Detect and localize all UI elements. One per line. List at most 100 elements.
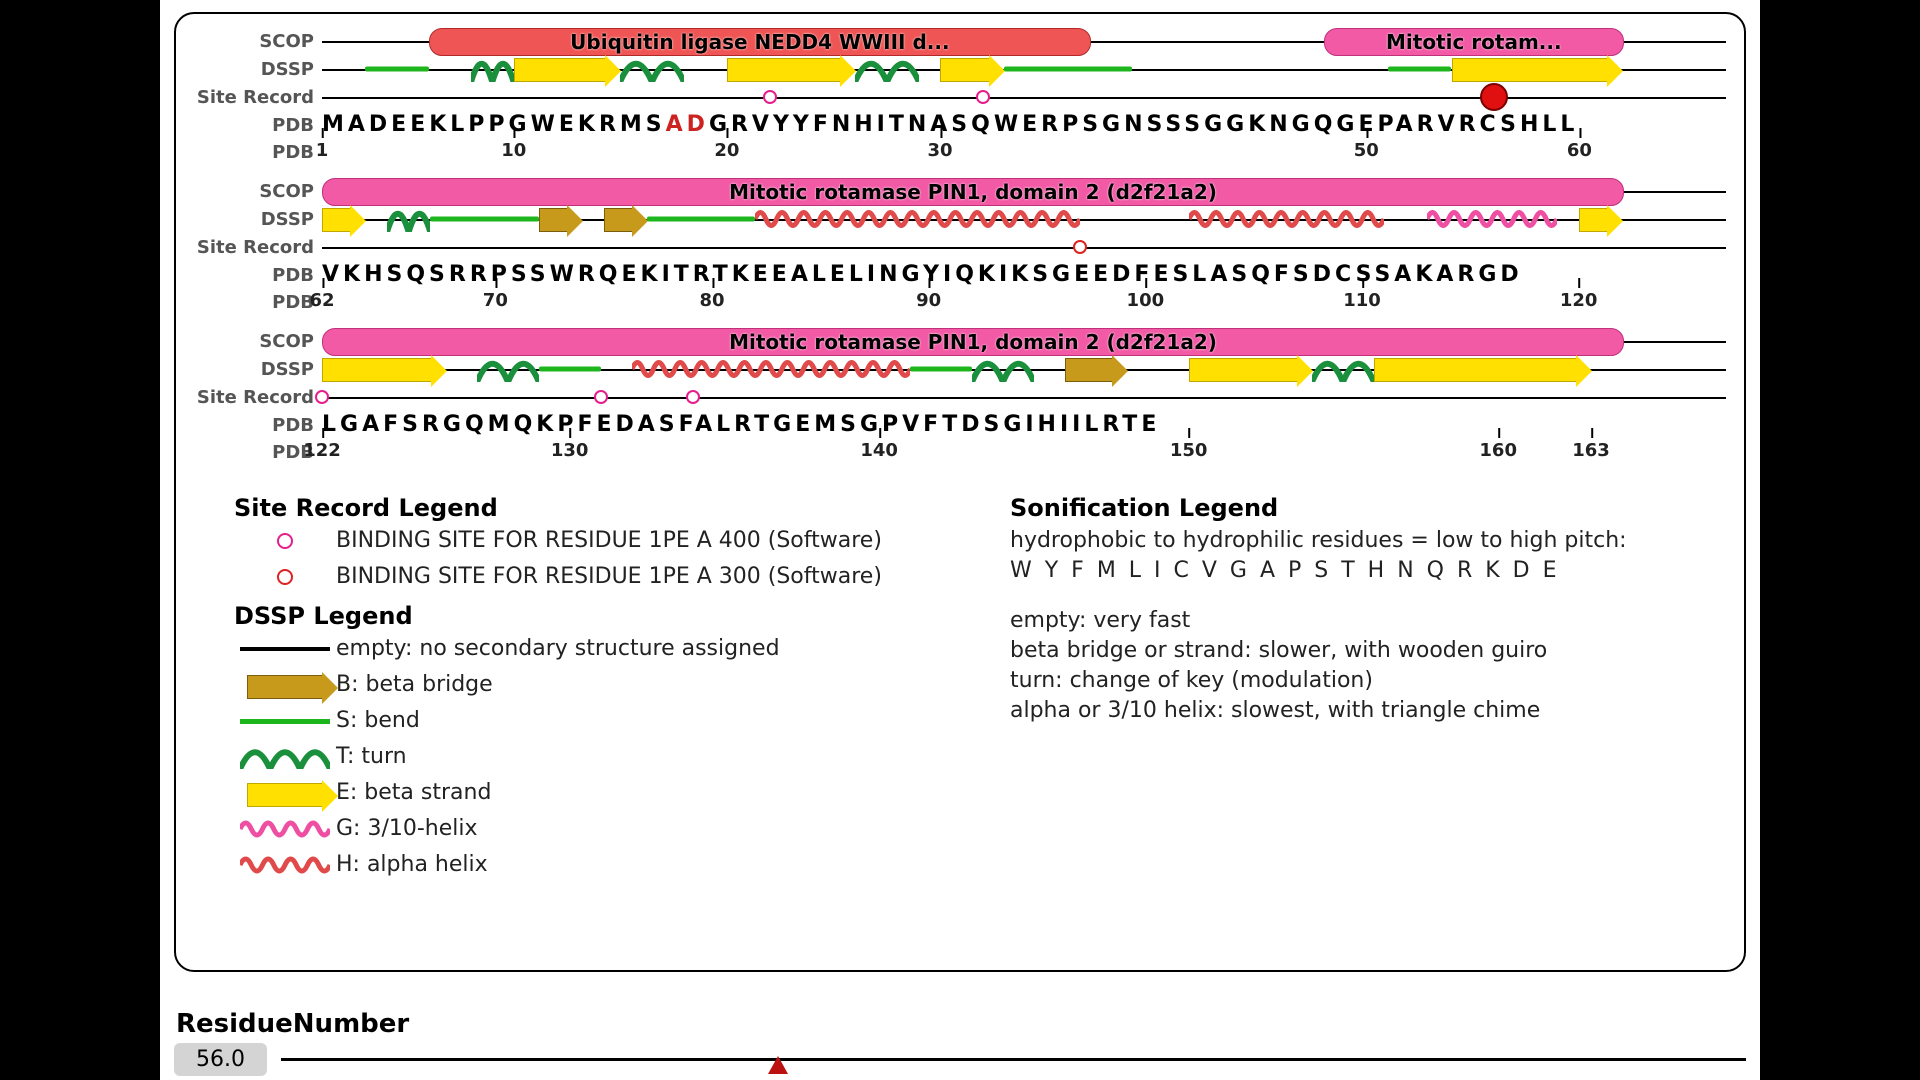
feature-panel: SCOP Ubiquitin ligase NEDD4 WWIII d... Mit…	[174, 12, 1746, 972]
dssp-legend-item: S: bend	[234, 706, 950, 736]
scop-domain-bar[interactable]: Mitotic rotamase PIN1, domain 2 (d2f21a2…	[322, 178, 1624, 206]
residue-tick: 160	[1479, 440, 1517, 461]
dssp-segment-E	[1189, 358, 1299, 382]
dssp-segment-T	[477, 356, 539, 382]
dssp-segment-T	[855, 56, 919, 82]
dssp-legend-title: DSSP Legend	[234, 602, 950, 630]
legend-area: Site Record Legend BINDING SITE FOR RESI…	[194, 494, 1726, 886]
sonification-line: empty: very fast	[1010, 606, 1726, 636]
dssp-segment-E	[514, 58, 607, 82]
sonification-legend-title: Sonification Legend	[1010, 494, 1726, 522]
dssp-segment-H	[632, 356, 911, 382]
playback-cursor[interactable]	[1480, 83, 1508, 111]
site-marker[interactable]	[594, 390, 608, 404]
site-marker[interactable]	[686, 390, 700, 404]
dssp-segment-T	[972, 356, 1034, 382]
residue-tick: 1	[316, 140, 329, 161]
dssp-label: DSSP	[194, 359, 322, 380]
dssp-segment-E	[322, 358, 432, 382]
dssp-segment-E	[1374, 358, 1577, 382]
dssp-segment-B	[539, 208, 568, 232]
dssp-segment-B	[1065, 358, 1113, 382]
scop-domain-bar[interactable]: Ubiquitin ligase NEDD4 WWIII d...	[429, 28, 1092, 56]
left-legend-col: Site Record Legend BINDING SITE FOR RESI…	[234, 494, 950, 886]
dssp-segment-S	[1004, 67, 1132, 72]
sequence-block: SCOPMitotic rotamase PIN1, domain 2 (d2f…	[194, 328, 1726, 464]
residue-tick: 30	[928, 140, 953, 161]
dssp-legend-item: H: alpha helix	[234, 850, 950, 880]
dssp-glyph-icon	[234, 817, 336, 841]
dssp-legend-item: empty: no secondary structure assigned	[234, 634, 950, 664]
dssp-label: DSSP	[194, 209, 322, 230]
residue-footer: ResidueNumber 56.0	[174, 1009, 1746, 1076]
dssp-glyph-icon	[234, 781, 336, 805]
dssp-segment-E	[1452, 58, 1608, 82]
dssp-legend-item: B: beta bridge	[234, 670, 950, 700]
residue-tick: 60	[1567, 140, 1592, 161]
dssp-segment-E	[1579, 208, 1608, 232]
site-legend-item: BINDING SITE FOR RESIDUE 1PE A 400 (Soft…	[234, 526, 950, 556]
dssp-segment-E	[322, 208, 351, 232]
site-legend-title: Site Record Legend	[234, 494, 950, 522]
residue-tick: 70	[483, 290, 508, 311]
dssp-segment-E	[727, 58, 841, 82]
scop-label: SCOP	[194, 331, 322, 352]
site-label: Site Record	[194, 87, 322, 108]
site-marker[interactable]	[1073, 240, 1087, 254]
residue-tick: 122	[303, 440, 341, 461]
right-legend-col: Sonification Legend hydrophobic to hydro…	[1010, 494, 1726, 886]
residue-tick: 120	[1560, 290, 1598, 311]
dssp-segment-B	[604, 208, 633, 232]
dssp-glyph-icon	[234, 853, 336, 877]
residue-tick: 100	[1127, 290, 1165, 311]
site-legend-item: BINDING SITE FOR RESIDUE 1PE A 300 (Soft…	[234, 562, 950, 592]
pdb-num-label: PDB	[194, 292, 322, 313]
stage: SCOP Ubiquitin ligase NEDD4 WWIII d... Mit…	[160, 0, 1760, 1080]
sequence-blocks: SCOP Ubiquitin ligase NEDD4 WWIII d... Mit…	[194, 28, 1726, 464]
dssp-segment-S	[647, 217, 755, 222]
residue-number-value: 56.0	[174, 1043, 267, 1076]
dssp-segment-S	[1388, 67, 1452, 72]
scop-domain-bar[interactable]: Mitotic rotam...	[1324, 28, 1624, 56]
scop-label: SCOP	[194, 31, 322, 52]
dssp-segment-S	[539, 367, 601, 372]
dssp-label: DSSP	[194, 59, 322, 80]
residue-tick: 90	[916, 290, 941, 311]
sonification-line: turn: change of key (modulation)	[1010, 666, 1726, 696]
residue-tick: 50	[1354, 140, 1379, 161]
dssp-legend-item: E: beta strand	[234, 778, 950, 808]
dssp-segment-H	[755, 206, 1080, 232]
sequence-block: SCOP Ubiquitin ligase NEDD4 WWIII d... Mit…	[194, 28, 1726, 164]
dssp-segment-S	[910, 367, 972, 372]
pdb-seq-label: PDB	[194, 415, 322, 436]
dssp-segment-T	[471, 56, 514, 82]
site-marker[interactable]	[315, 390, 329, 404]
dssp-segment-E	[940, 58, 990, 82]
sonification-line1: hydrophobic to hydrophilic residues = lo…	[1010, 526, 1726, 556]
sonification-scale: W Y F M L I C V G A P S T H N Q R K D E	[1010, 556, 1726, 586]
dssp-glyph-icon	[234, 647, 336, 651]
residue-tick: 130	[551, 440, 589, 461]
residue-tick: 140	[860, 440, 898, 461]
site-marker[interactable]	[976, 90, 990, 104]
sequence-letters: MADEEKLPPGWEKRMSADGRVYYFNHITNASQWERPSGNS…	[322, 112, 1578, 137]
residue-tick: 163	[1572, 440, 1610, 461]
scop-domain-bar[interactable]: Mitotic rotamase PIN1, domain 2 (d2f21a2…	[322, 328, 1624, 356]
slider-thumb-icon[interactable]	[768, 1056, 788, 1074]
residue-tick: 80	[699, 290, 724, 311]
scop-label: SCOP	[194, 181, 322, 202]
residue-tick: 10	[501, 140, 526, 161]
site-marker[interactable]	[763, 90, 777, 104]
dssp-glyph-icon	[234, 673, 336, 697]
pdb-seq-label: PDB	[194, 265, 322, 286]
residue-tick: 150	[1170, 440, 1208, 461]
site-label: Site Record	[194, 387, 322, 408]
dssp-segment-G	[1427, 206, 1557, 232]
dssp-segment-T	[620, 56, 684, 82]
residue-number-label: ResidueNumber	[176, 1009, 1746, 1039]
sonification-line: beta bridge or strand: slower, with wood…	[1010, 636, 1726, 666]
dssp-glyph-icon	[234, 719, 336, 724]
residue-slider[interactable]	[281, 1058, 1746, 1061]
sequence-letters: VKHSQSRRPSSWRQEKITRTKEEALELINGYIQKIKSGEE…	[322, 262, 1523, 287]
dssp-segment-H	[1189, 206, 1384, 232]
